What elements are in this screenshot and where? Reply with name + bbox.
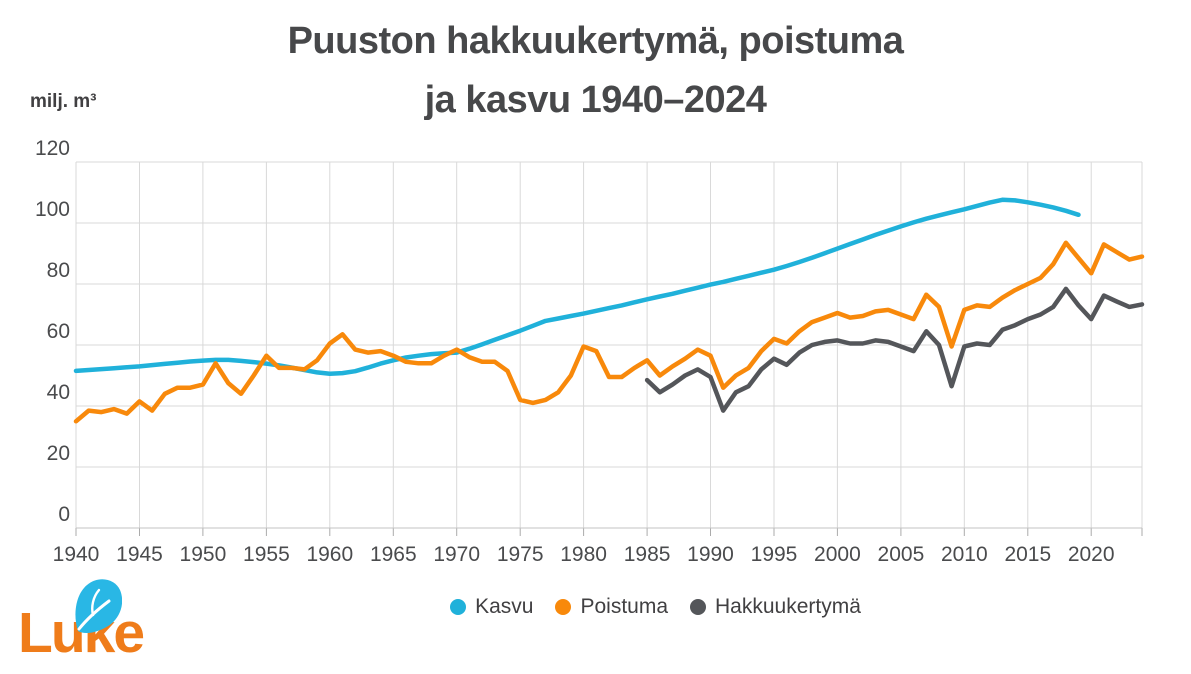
y-tick-label: 100 bbox=[35, 198, 70, 221]
y-axis-unit-label: milj. m³ bbox=[30, 91, 97, 112]
chart-title-line1: Puuston hakkuukertymä, poistuma bbox=[287, 20, 904, 62]
x-tick-label: 2000 bbox=[814, 543, 861, 566]
hakkuukertyma-dot-icon bbox=[690, 599, 707, 615]
x-tick-label: 1960 bbox=[306, 543, 353, 566]
legend-item-hakkuukertyma: Hakkuukertymä bbox=[690, 595, 861, 619]
x-tick-label: 1980 bbox=[560, 543, 607, 566]
luke-logo: Luke bbox=[18, 578, 168, 674]
x-tick-label: 2020 bbox=[1068, 543, 1115, 566]
y-tick-label: 0 bbox=[58, 503, 70, 526]
y-tick-label: 40 bbox=[47, 381, 70, 404]
legend-label-poistuma: Poistuma bbox=[580, 595, 669, 618]
x-tick-label: 1940 bbox=[53, 543, 100, 566]
y-tick-label: 20 bbox=[47, 442, 70, 465]
legend-item-poistuma: Poistuma bbox=[555, 595, 668, 619]
chart-legend: Kasvu Poistuma Hakkuukertymä bbox=[120, 595, 1191, 619]
legend-label-kasvu: Kasvu bbox=[475, 595, 534, 618]
x-tick-label: 1995 bbox=[751, 543, 798, 566]
poistuma-dot-icon bbox=[555, 599, 572, 615]
chart-title: Puuston hakkuukertymä, poistuma ja kasvu… bbox=[0, 12, 1191, 130]
legend-label-hakkuukertyma: Hakkuukertymä bbox=[715, 595, 861, 618]
series-line-kasvu bbox=[73, 197, 1081, 376]
x-tick-label: 2005 bbox=[878, 543, 925, 566]
x-tick-label: 2015 bbox=[1004, 543, 1051, 566]
x-tick-label: 1950 bbox=[180, 543, 227, 566]
x-tick-label: 2010 bbox=[941, 543, 988, 566]
x-tick-label: 1990 bbox=[687, 543, 734, 566]
y-tick-label: 60 bbox=[47, 320, 70, 343]
legend-item-kasvu: Kasvu bbox=[450, 595, 533, 619]
x-tick-label: 1965 bbox=[370, 543, 417, 566]
series-line-hakkuukertymä bbox=[644, 286, 1145, 413]
chart-title-line2: ja kasvu 1940–2024 bbox=[424, 79, 767, 121]
series-line-poistuma bbox=[73, 240, 1145, 424]
x-tick-label: 1985 bbox=[624, 543, 671, 566]
x-tick-label: 1945 bbox=[116, 543, 163, 566]
luke-leaf-icon bbox=[75, 579, 122, 633]
x-tick-label: 1970 bbox=[433, 543, 480, 566]
kasvu-dot-icon bbox=[450, 599, 467, 615]
y-tick-label: 80 bbox=[47, 259, 70, 282]
x-tick-label: 1955 bbox=[243, 543, 290, 566]
y-tick-label: 120 bbox=[35, 137, 70, 160]
x-tick-label: 1975 bbox=[497, 543, 544, 566]
